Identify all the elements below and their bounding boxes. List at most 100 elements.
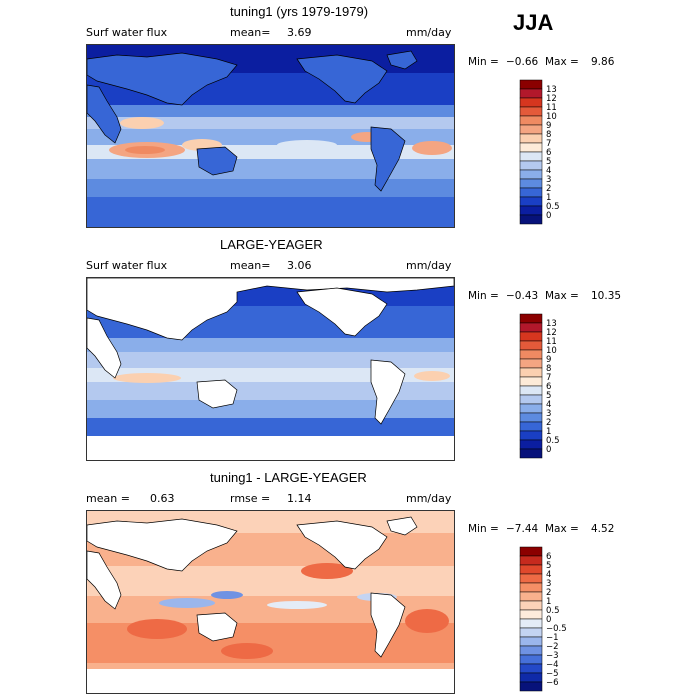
colorbar-swatch bbox=[519, 609, 543, 620]
panel-3-map-svg bbox=[87, 511, 454, 693]
panel-1-mean-value: 3.69 bbox=[287, 26, 312, 39]
panel-1-max-value: 9.86 bbox=[591, 56, 615, 68]
panel-1-units: mm/day bbox=[406, 26, 452, 39]
colorbar-tick-label: 4 bbox=[546, 166, 551, 176]
colorbar-tick-label: −0.5 bbox=[546, 624, 567, 634]
colorbar-swatch bbox=[519, 681, 543, 692]
colorbar-tick-label: 1 bbox=[546, 597, 551, 607]
panel-3-colorbar: 6 5 4 3 2 1 0.5 0 −0.5 −1 −2 −3 −4 −5 −6 bbox=[518, 546, 578, 697]
colorbar-swatch bbox=[519, 564, 543, 575]
band bbox=[87, 382, 454, 400]
colorbar-swatch bbox=[519, 663, 543, 674]
colorbar-tick-label: 6 bbox=[546, 552, 551, 562]
colorbar-swatch bbox=[519, 331, 543, 342]
panel-1-min-label: Min = bbox=[468, 56, 499, 68]
colorbar-swatch bbox=[519, 313, 543, 324]
colorbar-swatch bbox=[519, 439, 543, 450]
warm-region bbox=[221, 643, 273, 659]
colorbar-swatch bbox=[519, 142, 543, 153]
colorbar-swatch bbox=[519, 349, 543, 360]
colorbar-swatch bbox=[519, 88, 543, 99]
colorbar-tick-label: −6 bbox=[546, 678, 559, 688]
colorbar-tick-label: 5 bbox=[546, 391, 551, 401]
panel-3-units: mm/day bbox=[406, 492, 452, 505]
panel-1-title: tuning1 (yrs 1979-1979) bbox=[230, 4, 369, 19]
colorbar-tick-label: 5 bbox=[546, 561, 551, 571]
south-america bbox=[370, 126, 406, 192]
north-america bbox=[296, 54, 388, 104]
panel-1-min-value: −0.66 bbox=[506, 56, 539, 68]
panel-1-variable-label: Surf water flux bbox=[86, 26, 168, 39]
colorbar-swatch bbox=[519, 115, 543, 126]
panel-2-map bbox=[86, 277, 455, 461]
colorbar-swatch bbox=[519, 106, 543, 117]
colorbar-swatch bbox=[519, 394, 543, 405]
colorbar-tick-label: 0 bbox=[546, 211, 551, 221]
colorbar-swatch bbox=[519, 672, 543, 683]
colorbar-tick-label: 0.5 bbox=[546, 606, 560, 616]
panel-2-variable-label: Surf water flux bbox=[86, 259, 168, 272]
continents bbox=[87, 50, 418, 192]
colorbar-tick-label: −3 bbox=[546, 651, 559, 661]
colorbar-tick-label: −5 bbox=[546, 669, 559, 679]
colorbar-swatch bbox=[519, 600, 543, 611]
colorbar-swatch bbox=[519, 582, 543, 593]
south-america bbox=[370, 592, 406, 658]
colorbar-tick-label: 8 bbox=[546, 130, 551, 140]
australia bbox=[196, 379, 238, 409]
southern-band bbox=[87, 197, 454, 227]
colorbar-swatch bbox=[519, 645, 543, 656]
colorbar-swatch bbox=[519, 187, 543, 198]
warm-region bbox=[125, 146, 165, 154]
colorbar-swatch bbox=[519, 654, 543, 665]
eurasia bbox=[87, 518, 238, 572]
colorbar-tick-label: 2 bbox=[546, 418, 551, 428]
colorbar-tick-label: 12 bbox=[546, 94, 557, 104]
panel-3-min-label: Min = bbox=[468, 523, 499, 535]
panel-3-title: tuning1 - LARGE-YEAGER bbox=[210, 470, 367, 485]
colorbar-tick-label: 9 bbox=[546, 355, 551, 365]
cool-region bbox=[211, 591, 243, 599]
band bbox=[87, 566, 454, 596]
colorbar-tick-label: 3 bbox=[546, 409, 551, 419]
band bbox=[87, 400, 454, 418]
warm-region bbox=[414, 371, 450, 381]
panel-2-title: LARGE-YEAGER bbox=[220, 237, 323, 252]
panel-2-colorbar: 13 12 11 10 9 8 7 6 5 4 3 2 1 0.5 0 bbox=[518, 313, 578, 464]
colorbar-tick-label: 0 bbox=[546, 615, 551, 625]
colorbar-swatch bbox=[519, 196, 543, 207]
season-label: JJA bbox=[513, 10, 554, 35]
colorbar-tick-label: 1 bbox=[546, 193, 551, 203]
colorbar-tick-label: 5 bbox=[546, 157, 551, 167]
panel-1-map-svg bbox=[87, 45, 454, 227]
panel-3-max-label: Max = bbox=[545, 523, 579, 535]
colorbar-swatch bbox=[519, 421, 543, 432]
colorbar-swatch bbox=[519, 97, 543, 108]
warm-region bbox=[120, 117, 164, 129]
colorbar-swatch bbox=[519, 618, 543, 629]
colorbar-tick-label: 4 bbox=[546, 400, 551, 410]
colorbar-tick-label: 0 bbox=[546, 445, 551, 455]
panel-2-map-svg bbox=[87, 278, 454, 460]
colorbar-swatch bbox=[519, 160, 543, 171]
colorbar-tick-label: −4 bbox=[546, 660, 559, 670]
colorbar-tick-label: 6 bbox=[546, 382, 551, 392]
colorbar-tick-label: 13 bbox=[546, 319, 557, 329]
colorbar-swatch bbox=[519, 124, 543, 135]
panel-3-rmse-label: rmse = bbox=[230, 492, 271, 505]
colorbar-swatch bbox=[519, 403, 543, 414]
panel-3-mean-value: 0.63 bbox=[150, 492, 175, 505]
colorbar-swatch bbox=[519, 205, 543, 216]
colorbar-swatch bbox=[519, 322, 543, 333]
colorbar-swatch bbox=[519, 133, 543, 144]
colorbar-tick-label: 10 bbox=[546, 346, 557, 356]
colorbar-tick-label: 11 bbox=[546, 337, 557, 347]
colorbar-tick-label: 7 bbox=[546, 139, 551, 149]
band bbox=[87, 159, 454, 179]
panel-2-mean-label: mean= bbox=[230, 259, 271, 272]
colorbar-tick-label: 7 bbox=[546, 373, 551, 383]
colorbar-tick-label: 9 bbox=[546, 121, 551, 131]
